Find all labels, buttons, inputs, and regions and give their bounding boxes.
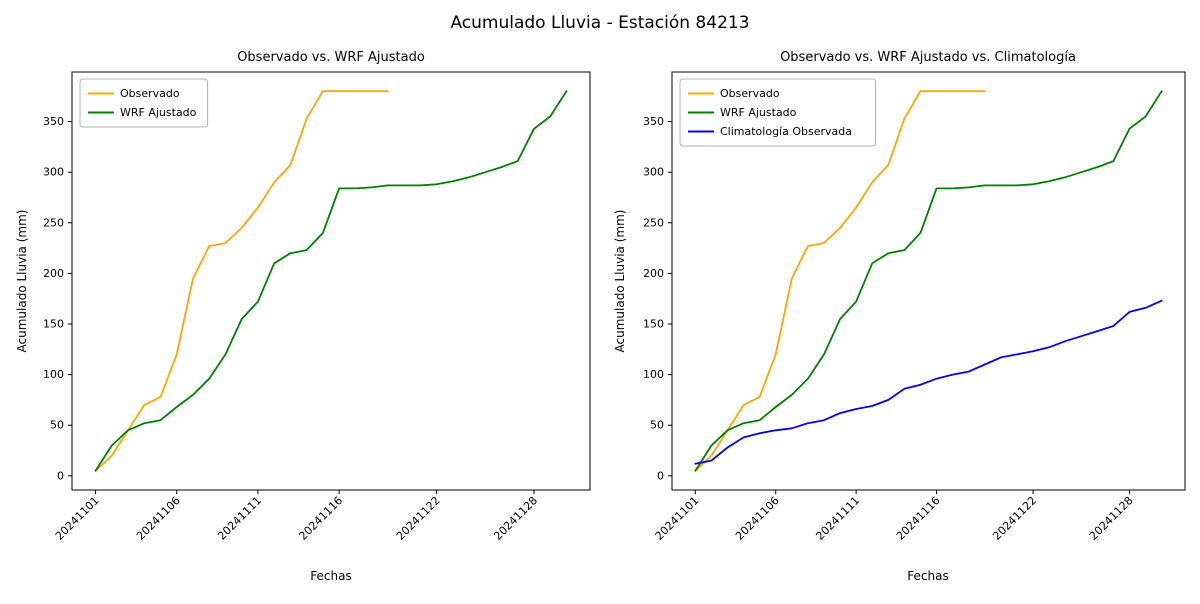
legend-label-observado: Observado bbox=[120, 87, 180, 100]
x-tick-label: 20241122 bbox=[990, 494, 1039, 543]
legend-label-climatolog-a-observada: Climatología Observada bbox=[720, 125, 852, 138]
climatolog-a-observada-line bbox=[694, 299, 1163, 465]
y-tick-label: 350 bbox=[643, 115, 664, 128]
x-tick-label: 20241101 bbox=[653, 494, 702, 543]
x-tick-label: 20241116 bbox=[296, 494, 345, 543]
right-chart-title: Observado vs. WRF Ajustado vs. Climatolo… bbox=[780, 50, 1076, 65]
legend-box bbox=[679, 78, 877, 147]
figure-title: Acumulado Lluvia - Estación 84213 bbox=[450, 13, 749, 33]
x-tick-label: 20241128 bbox=[1087, 494, 1136, 543]
y-tick-label: 0 bbox=[657, 469, 664, 482]
left-chart-title: Observado vs. WRF Ajustado bbox=[237, 50, 425, 65]
y-tick-label: 150 bbox=[43, 318, 64, 331]
x-tick-label: 20241122 bbox=[394, 494, 443, 543]
legend: Observado WRF Ajustado bbox=[79, 78, 209, 128]
axes-frame bbox=[71, 71, 591, 491]
x-tick-label: 20241111 bbox=[813, 494, 862, 543]
x-tick-label: 20241106 bbox=[134, 494, 183, 543]
y-tick-label: 250 bbox=[43, 216, 64, 229]
x-tick-label: 20241116 bbox=[894, 494, 943, 543]
y-tick-label: 350 bbox=[43, 115, 64, 128]
y-axis-ticks: 0 50 100 150 200 250 300 350 bbox=[643, 115, 672, 482]
y-tick-label: 50 bbox=[650, 419, 664, 432]
x-tick-label: 20241101 bbox=[53, 494, 102, 543]
y-tick-label: 200 bbox=[43, 267, 64, 280]
left-chart-xlabel: Fechas bbox=[310, 569, 351, 583]
y-tick-label: 150 bbox=[643, 318, 664, 331]
x-tick-label: 20241106 bbox=[733, 494, 782, 543]
x-tick-label: 20241111 bbox=[215, 494, 264, 543]
left-chart-ylabel: Acumulado Lluvia (mm) bbox=[15, 210, 29, 353]
legend-label-wrf-ajustado: WRF Ajustado bbox=[720, 106, 797, 119]
wrf-ajustado-line bbox=[94, 90, 568, 472]
wrf-ajustado-line bbox=[694, 90, 1163, 472]
y-tick-label: 100 bbox=[43, 368, 64, 381]
right-chart-xlabel: Fechas bbox=[907, 569, 948, 583]
y-tick-label: 100 bbox=[643, 368, 664, 381]
y-tick-label: 250 bbox=[643, 216, 664, 229]
observado-line bbox=[94, 90, 389, 472]
right-chart-ylabel: Acumulado Lluvia (mm) bbox=[613, 210, 627, 353]
x-axis-ticks: 20241101 20241106 20241111 20241116 20241122… bbox=[653, 490, 1136, 543]
legend-label-observado: Observado bbox=[720, 87, 780, 100]
x-axis-ticks: 20241101 20241106 20241111 20241116 20241122… bbox=[53, 490, 540, 543]
x-tick-label: 20241128 bbox=[491, 494, 540, 543]
y-tick-label: 300 bbox=[643, 166, 664, 179]
y-tick-label: 200 bbox=[643, 267, 664, 280]
legend-label-wrf-ajustado: WRF Ajustado bbox=[120, 106, 197, 119]
y-tick-label: 0 bbox=[57, 469, 64, 482]
y-tick-label: 300 bbox=[43, 166, 64, 179]
observado-line bbox=[694, 90, 986, 472]
y-axis-ticks: 0 50 100 150 200 250 300 350 bbox=[43, 115, 72, 482]
legend: Observado WRF Ajustado Climatología Observ… bbox=[679, 78, 877, 147]
axes-frame bbox=[671, 71, 1186, 491]
legend-box bbox=[79, 78, 209, 128]
y-tick-label: 50 bbox=[50, 419, 64, 432]
